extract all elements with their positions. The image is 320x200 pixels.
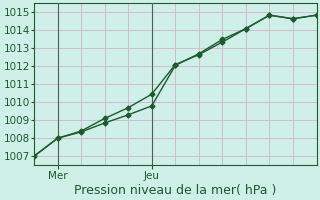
X-axis label: Pression niveau de la mer( hPa ): Pression niveau de la mer( hPa ) [74,184,276,197]
